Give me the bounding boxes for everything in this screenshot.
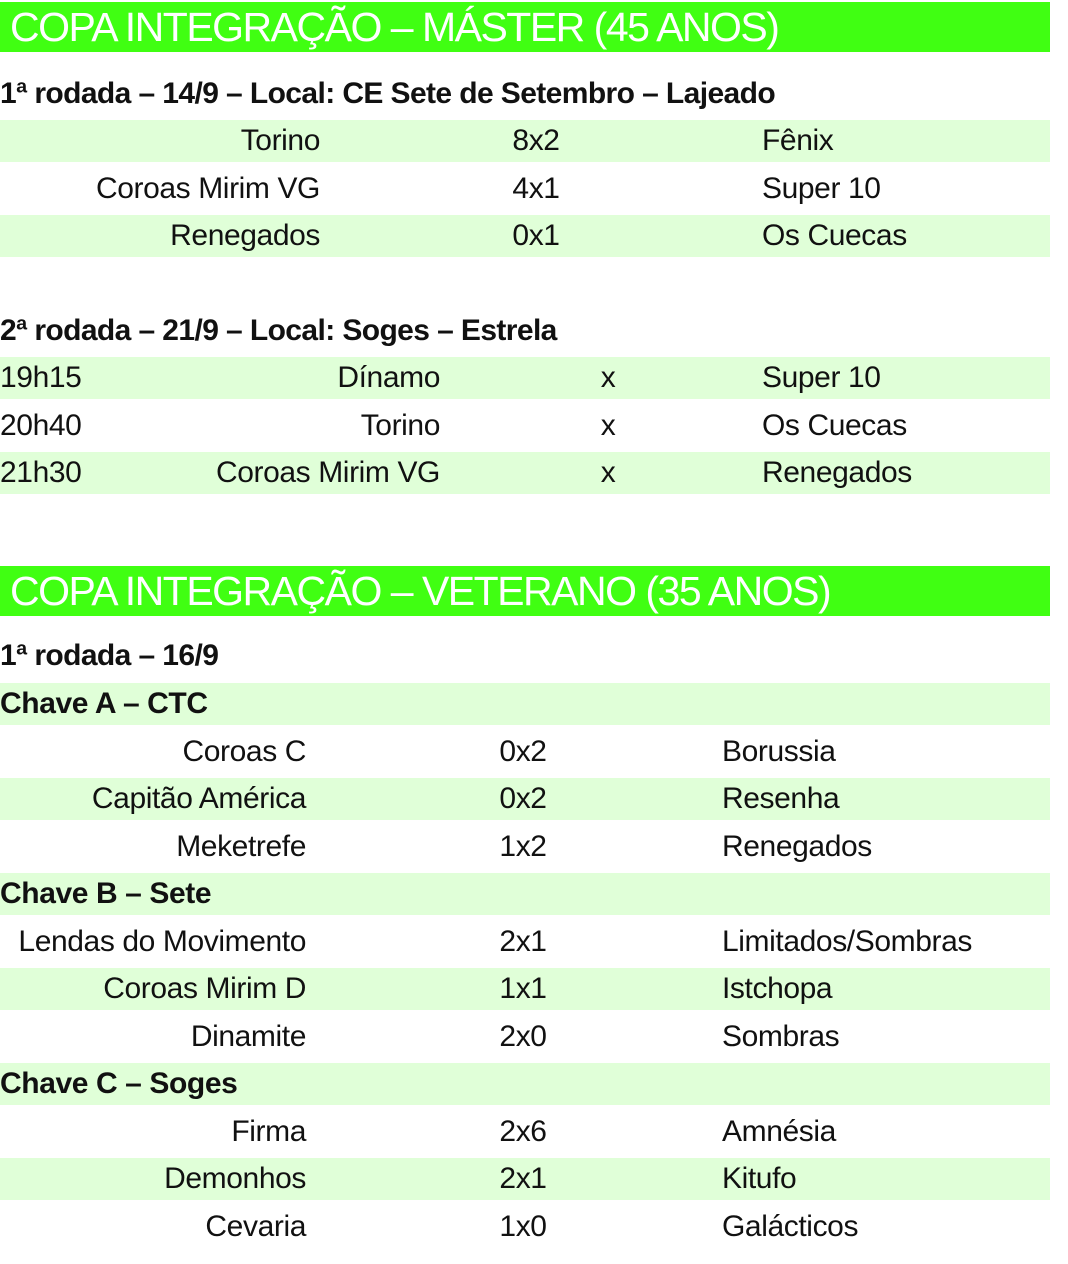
home-team: Lendas do Movimento [18,924,306,958]
home-team: Demonhos [164,1162,306,1195]
group-name: Chave B – Sete [0,877,212,910]
match-time: 21h30 [0,456,82,489]
group-name: Chave A – CTC [0,687,208,720]
home-team: Dínamo [337,361,440,394]
score: 8x2 [512,124,560,157]
master-round2-heading: 2ª rodada – 21/9 – Local: Soges – Estrel… [0,314,557,347]
score: x [600,361,616,394]
veterano-title: COPA INTEGRAÇÃO – VETERANO (35 ANOS) [10,568,832,614]
group-name: Chave C – Soges [0,1067,238,1100]
away-team: Renegados [722,829,872,863]
home-team: Firma [231,1114,306,1148]
match-row: Coroas Mirim D 1x1 Istchopa [0,968,1050,1010]
master-title: COPA INTEGRAÇÃO – MÁSTER (45 ANOS) [10,4,780,50]
score: 1x1 [499,972,547,1005]
home-team: Coroas C [182,734,306,768]
away-team: Sombras [722,1019,840,1053]
away-team: Super 10 [762,171,881,205]
score: x [600,408,616,442]
match-row: Renegados 0x1 Os Cuecas [0,215,1050,257]
match-time: 20h40 [0,408,82,442]
home-team: Dinamite [190,1019,307,1053]
match-row: Dinamite 2x0 Sombras [0,1016,1050,1058]
home-team: Capitão América [91,782,307,815]
home-team: Cevaria [205,1209,306,1243]
score: 0x2 [499,782,547,815]
home-team: Torino [240,124,321,157]
score: 1x0 [499,1209,547,1243]
score: 1x2 [499,829,547,863]
match-row: Firma 2x6 Amnésia [0,1111,1050,1153]
away-team: Borussia [722,734,836,768]
score: 2x1 [499,1162,547,1195]
master-round1-heading: 1ª rodada – 14/9 – Local: CE Sete de Set… [0,77,776,110]
score: x [600,456,616,489]
veterano-round1-heading: 1ª rodada – 16/9 [0,639,219,672]
home-team: Renegados [170,219,320,252]
match-row: Meketrefe 1x2 Renegados [0,826,1050,868]
away-team: Galácticos [722,1209,859,1243]
away-team: Limitados/Sombras [722,924,972,958]
score: 2x0 [499,1019,547,1053]
away-team: Resenha [722,782,840,815]
group-row: Chave B – Sete [0,873,1050,915]
home-team: Meketrefe [176,829,306,863]
home-team: Coroas Mirim VG [95,171,320,205]
match-row: 20h40 Torino x Os Cuecas [0,405,1050,447]
match-time: 19h15 [0,361,82,394]
match-row: Coroas C 0x2 Borussia [0,731,1050,773]
match-row: 19h15 Dínamo x Super 10 [0,357,1050,399]
match-row: Coroas Mirim VG 4x1 Super 10 [0,168,1050,210]
away-team: Super 10 [762,361,881,394]
group-row: Chave C – Soges [0,1063,1050,1105]
score: 2x1 [499,924,547,958]
score: 0x1 [512,219,560,252]
away-team: Fênix [762,124,834,157]
away-team: Kitufo [722,1162,797,1195]
away-team: Amnésia [722,1114,836,1148]
away-team: Renegados [762,456,912,489]
match-row: Lendas do Movimento 2x1 Limitados/Sombras [0,921,1050,963]
group-row: Chave A – CTC [0,683,1050,725]
master-banner: COPA INTEGRAÇÃO – MÁSTER (45 ANOS) [0,2,1050,52]
match-row: Capitão América 0x2 Resenha [0,778,1050,820]
home-team: Coroas Mirim D [103,972,306,1005]
score: 4x1 [512,171,560,205]
match-row: Demonhos 2x1 Kitufo [0,1158,1050,1200]
away-team: Os Cuecas [762,408,907,442]
away-team: Os Cuecas [762,219,907,252]
match-row: 21h30 Coroas Mirim VG x Renegados [0,452,1050,494]
away-team: Istchopa [722,972,833,1005]
home-team: Torino [360,408,441,442]
home-team: Coroas Mirim VG [215,456,440,489]
match-row: Cevaria 1x0 Galácticos [0,1206,1050,1248]
score: 0x2 [499,734,547,768]
score: 2x6 [499,1114,547,1148]
veterano-banner: COPA INTEGRAÇÃO – VETERANO (35 ANOS) [0,566,1050,616]
match-row: Torino 8x2 Fênix [0,120,1050,162]
